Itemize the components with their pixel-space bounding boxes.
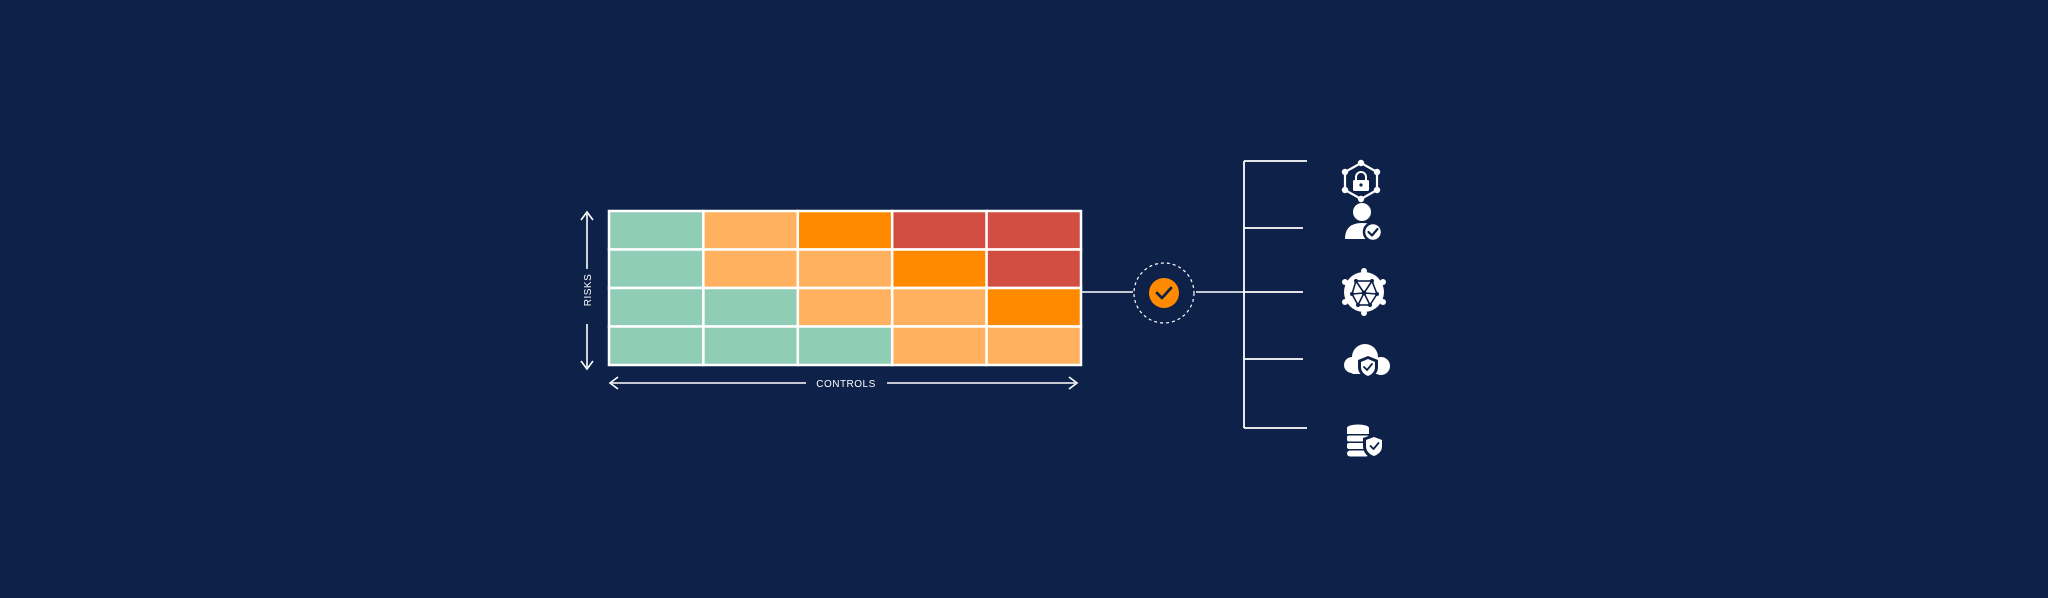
heatmap-cell-r1-c5 <box>985 209 1083 251</box>
heatmap-cell-r4-c2 <box>702 325 800 367</box>
controls-arrowhead-right <box>1068 376 1079 390</box>
controls-axis-label: CONTROLS <box>816 379 876 390</box>
heatmap-cell-r2-c1 <box>607 248 705 290</box>
controls-axis: CONTROLS <box>608 376 1079 390</box>
database-shield-icon <box>1347 424 1385 460</box>
heatmap-cell-r3-c1 <box>607 286 705 328</box>
heatmap-cell-r3-c4 <box>890 286 988 328</box>
network-lock-icon <box>1341 159 1381 203</box>
heatmap-cell-r2-c2 <box>702 248 800 290</box>
heatmap-cell-r2-c4 <box>890 248 988 290</box>
risks-axis-label: RISKS <box>583 274 594 307</box>
hub-dashed-ring <box>1133 262 1195 324</box>
risk-heatmap <box>607 209 1083 367</box>
heatmap-cell-r2-c3 <box>796 248 894 290</box>
controls-arrowhead-left <box>608 376 619 390</box>
heatmap-cell-r3-c5 <box>985 286 1083 328</box>
heatmap-cell-r4-c5 <box>985 325 1083 367</box>
heatmap-cell-r2-c5 <box>985 248 1083 290</box>
risks-axis: RISKS <box>580 210 594 371</box>
heatmap-cell-r4-c3 <box>796 325 894 367</box>
user-check-icon <box>1345 203 1384 243</box>
heatmap-cell-r1-c4 <box>890 209 988 251</box>
heatmap-cell-r4-c4 <box>890 325 988 367</box>
cloud-shield-icon <box>1344 344 1390 379</box>
heatmap-cell-r1-c2 <box>702 209 800 251</box>
heatmap-cell-r3-c2 <box>702 286 800 328</box>
hub-check-node <box>1133 262 1195 324</box>
risks-arrowhead-up <box>580 210 594 221</box>
heatmap-cell-r3-c3 <box>796 286 894 328</box>
neural-network-icon <box>1342 268 1386 316</box>
branch-tree <box>1243 160 1307 429</box>
risks-arrowhead-down <box>580 360 594 371</box>
heatmap-cell-r1-c1 <box>607 209 705 251</box>
check-icon <box>1155 286 1173 300</box>
hub-core <box>1149 278 1179 308</box>
heatmap-cell-r4-c1 <box>607 325 705 367</box>
heatmap-cell-r1-c3 <box>796 209 894 251</box>
